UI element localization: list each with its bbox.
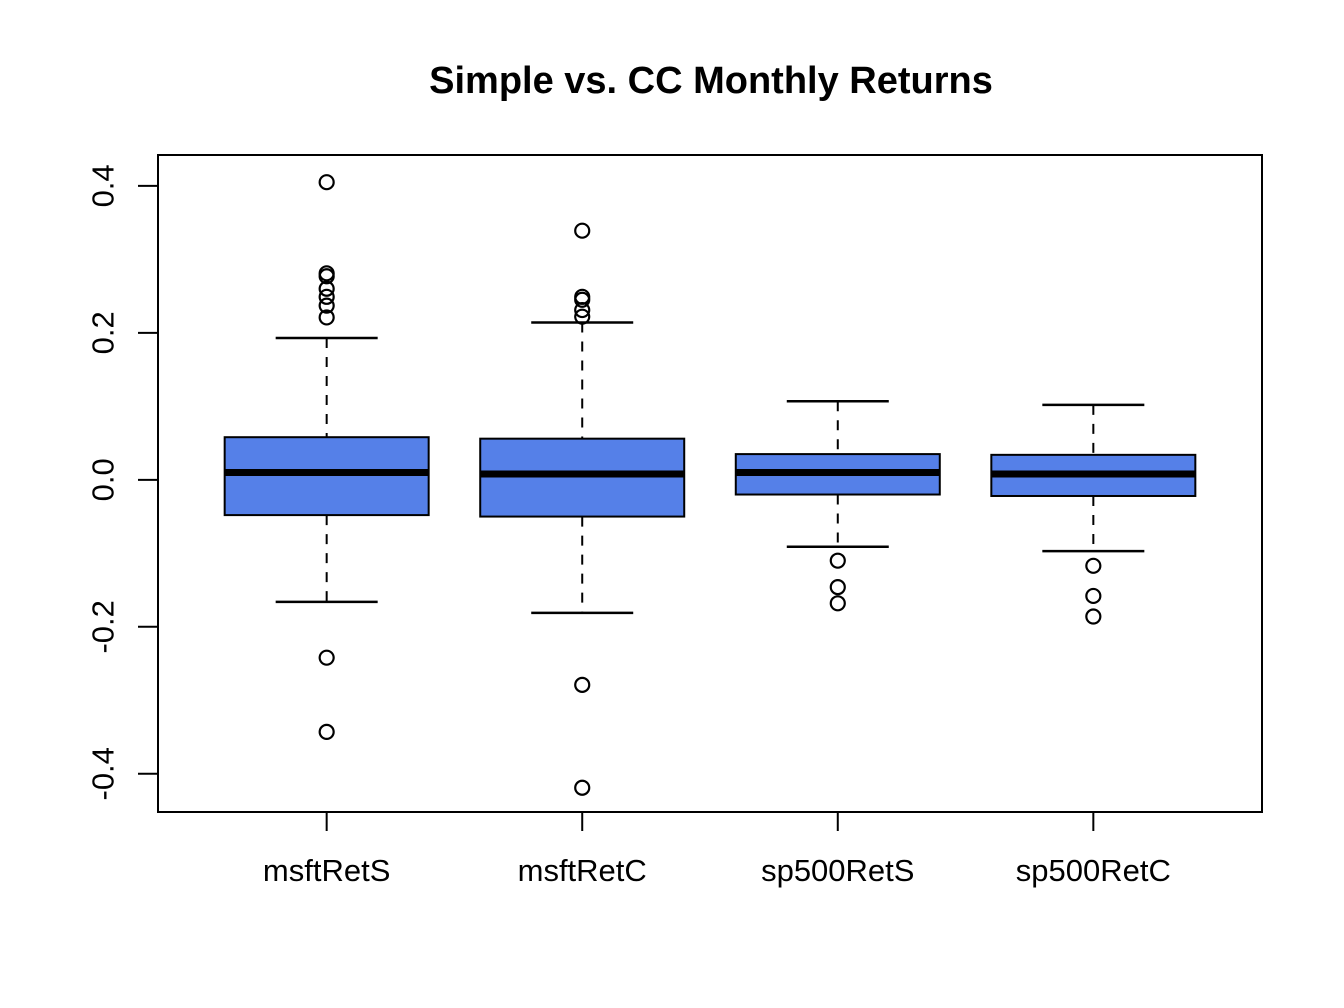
outlier-point bbox=[574, 222, 591, 239]
outlier-point bbox=[1085, 608, 1102, 625]
outlier-point bbox=[318, 297, 335, 314]
outlier-point bbox=[829, 579, 846, 596]
x-axis-label: msftRetC bbox=[518, 853, 647, 888]
box-msftRetC bbox=[479, 222, 686, 796]
outlier-point bbox=[318, 174, 335, 191]
outlier-point bbox=[318, 280, 335, 297]
plot-border bbox=[157, 154, 1263, 813]
outlier-point bbox=[318, 309, 335, 326]
iqr-box bbox=[479, 437, 686, 518]
plot-area: 0.4 0.2 0.0 -0.2 -0.4 msftRetS msftRetC sp500Re… bbox=[86, 154, 1263, 888]
iqr-box bbox=[223, 436, 430, 517]
outlier-point bbox=[574, 301, 591, 319]
outlier-point bbox=[318, 268, 335, 285]
outlier-point bbox=[574, 779, 591, 796]
x-axis-label: sp500RetS bbox=[761, 853, 914, 888]
box-sp500RetC bbox=[990, 403, 1197, 625]
y-tick-label: -0.4 bbox=[86, 747, 121, 800]
outlier-point bbox=[1085, 557, 1102, 574]
x-axis: msftRetS msftRetC sp500RetS sp500RetC bbox=[263, 812, 1171, 888]
y-tick-label: 0.4 bbox=[86, 164, 121, 207]
outlier-point bbox=[318, 288, 335, 305]
outlier-point bbox=[574, 308, 591, 325]
outlier-point bbox=[318, 723, 335, 740]
outlier-point bbox=[1085, 587, 1102, 605]
outlier-point bbox=[829, 552, 846, 569]
outlier-point bbox=[574, 291, 591, 308]
outlier-point bbox=[318, 649, 335, 666]
x-axis-label: sp500RetC bbox=[1016, 853, 1171, 888]
y-tick-label: 0.0 bbox=[86, 458, 121, 501]
outlier-point bbox=[574, 676, 591, 693]
y-axis: 0.4 0.2 0.0 -0.2 -0.4 bbox=[86, 164, 158, 800]
x-axis-label: msftRetS bbox=[263, 853, 390, 888]
y-tick-label: -0.2 bbox=[86, 600, 121, 653]
outlier-point bbox=[829, 595, 846, 612]
y-tick-label: 0.2 bbox=[86, 311, 121, 354]
box-msftRetS bbox=[223, 174, 430, 740]
box-sp500RetS bbox=[734, 399, 941, 612]
chart-title: Simple vs. CC Monthly Returns bbox=[429, 60, 993, 102]
